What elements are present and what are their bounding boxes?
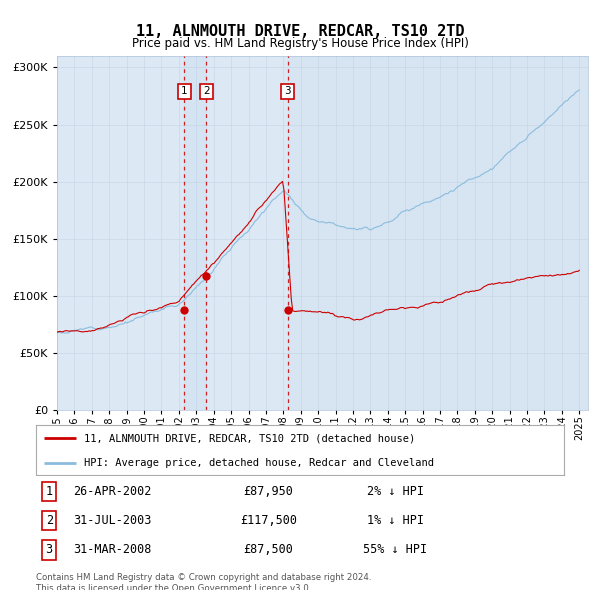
- Text: Price paid vs. HM Land Registry's House Price Index (HPI): Price paid vs. HM Land Registry's House …: [131, 37, 469, 50]
- Text: 1: 1: [181, 87, 188, 96]
- Text: 31-MAR-2008: 31-MAR-2008: [73, 543, 152, 556]
- Text: Contains HM Land Registry data © Crown copyright and database right 2024.
This d: Contains HM Land Registry data © Crown c…: [36, 573, 371, 590]
- Text: 3: 3: [284, 87, 291, 96]
- Text: 26-APR-2002: 26-APR-2002: [73, 485, 152, 498]
- Text: 2: 2: [203, 87, 209, 96]
- Text: 31-JUL-2003: 31-JUL-2003: [73, 514, 152, 527]
- Text: 55% ↓ HPI: 55% ↓ HPI: [363, 543, 427, 556]
- Text: 2: 2: [46, 514, 53, 527]
- Text: 1% ↓ HPI: 1% ↓ HPI: [367, 514, 424, 527]
- Bar: [184, 56, 206, 410]
- Bar: [287, 56, 588, 410]
- Text: 11, ALNMOUTH DRIVE, REDCAR, TS10 2TD: 11, ALNMOUTH DRIVE, REDCAR, TS10 2TD: [136, 24, 464, 38]
- Text: 3: 3: [46, 543, 53, 556]
- Text: HPI: Average price, detached house, Redcar and Cleveland: HPI: Average price, detached house, Redc…: [83, 458, 434, 468]
- Text: £117,500: £117,500: [240, 514, 297, 527]
- Text: 1: 1: [46, 485, 53, 498]
- Text: 2% ↓ HPI: 2% ↓ HPI: [367, 485, 424, 498]
- Text: £87,500: £87,500: [244, 543, 293, 556]
- Text: £87,950: £87,950: [244, 485, 293, 498]
- Text: 11, ALNMOUTH DRIVE, REDCAR, TS10 2TD (detached house): 11, ALNMOUTH DRIVE, REDCAR, TS10 2TD (de…: [83, 433, 415, 443]
